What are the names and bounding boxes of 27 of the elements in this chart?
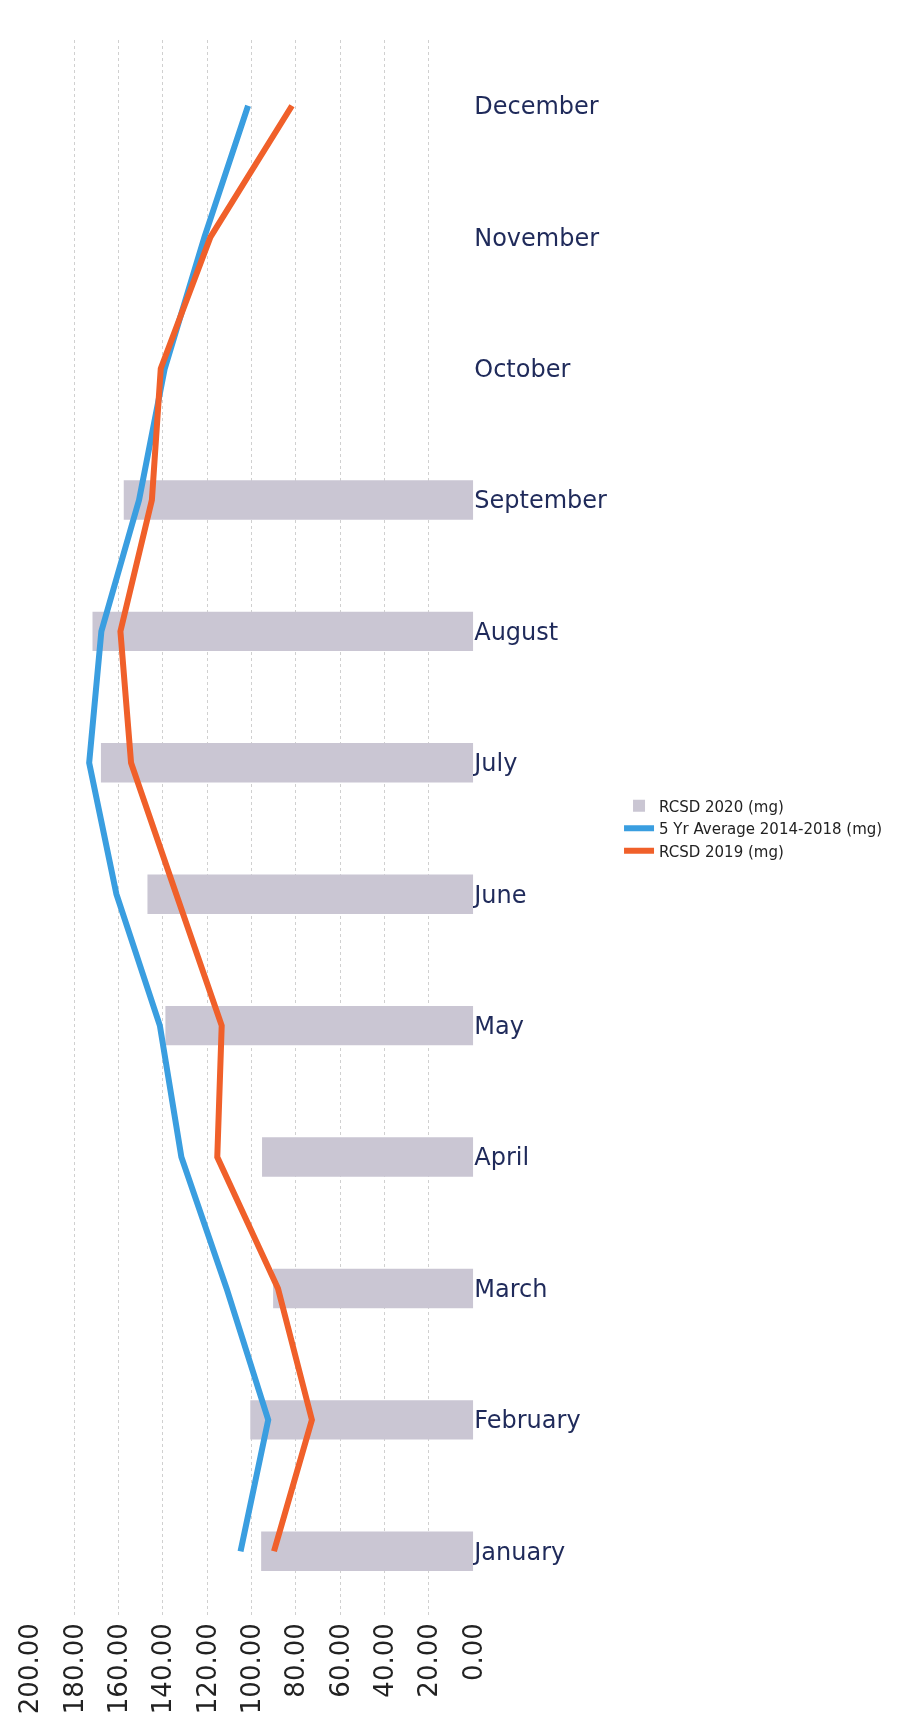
y-tick-label: October [474, 354, 571, 383]
bar [262, 1137, 474, 1177]
y-tick-label: September [474, 486, 608, 515]
x-tick-label: 180.00 [58, 1623, 89, 1715]
y-tick-label: March [474, 1274, 548, 1303]
y-tick-label: June [472, 880, 527, 909]
x-tick-label: 200.00 [14, 1623, 45, 1715]
legend-label: RCSD 2020 (mg) [659, 797, 784, 816]
x-tick-label: 120.00 [191, 1623, 222, 1715]
y-tick-label: November [474, 223, 600, 252]
x-tick-label: 40.00 [369, 1623, 400, 1698]
y-tick-label: July [472, 749, 518, 778]
x-tick-label: 80.00 [280, 1623, 311, 1698]
x-tick-label: 60.00 [324, 1623, 355, 1698]
y-tick-label: May [474, 1012, 524, 1041]
x-tick-label: 140.00 [147, 1623, 178, 1715]
x-tick-label: 100.00 [236, 1623, 267, 1715]
x-tick-label: 20.00 [413, 1623, 444, 1698]
y-tick-label: August [474, 617, 559, 646]
y-tick-label: February [474, 1406, 581, 1435]
legend-label: RCSD 2019 (mg) [659, 842, 784, 861]
x-tick-label: 0.00 [457, 1623, 488, 1682]
legend-label: 5 Yr Average 2014-2018 (mg) [659, 820, 883, 839]
y-tick-label: January [472, 1537, 566, 1566]
x-tick-label: 160.00 [103, 1623, 134, 1715]
y-tick-label: December [474, 92, 599, 121]
y-tick-label: April [474, 1143, 530, 1172]
